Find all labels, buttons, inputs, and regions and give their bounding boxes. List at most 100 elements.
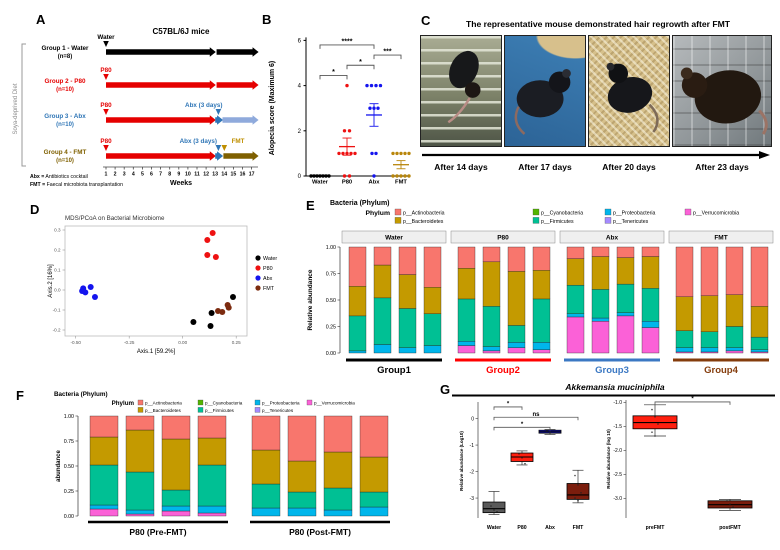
svg-text:Group1: Group1 bbox=[377, 365, 411, 376]
svg-text:FMT: FMT bbox=[232, 138, 245, 145]
svg-text:P80: P80 bbox=[100, 67, 112, 74]
svg-text:7: 7 bbox=[159, 172, 162, 178]
svg-text:Water: Water bbox=[312, 180, 329, 186]
alopecia-score-chart: 0 2 4 6 Alopecia score (Maximum 6) Water P80 Ab… bbox=[269, 37, 411, 186]
svg-text:1.00: 1.00 bbox=[326, 245, 336, 251]
svg-text:P80 (Post-FMT): P80 (Post-FMT) bbox=[289, 527, 351, 537]
svg-text:***: *** bbox=[383, 49, 391, 56]
svg-text:p__Verrucomicrobia: p__Verrucomicrobia bbox=[314, 400, 355, 405]
svg-text:1: 1 bbox=[105, 172, 108, 178]
svg-text:FMT: FMT bbox=[395, 180, 407, 186]
svg-text:MDS/PCoA on Bacterial Microbio: MDS/PCoA on Bacterial Microbiome bbox=[65, 215, 165, 222]
svg-text:8: 8 bbox=[168, 172, 171, 178]
svg-text:*: * bbox=[521, 422, 524, 428]
svg-text:(n=10): (n=10) bbox=[56, 122, 74, 128]
svg-text:ns: ns bbox=[532, 412, 540, 418]
svg-text:-0.50: -0.50 bbox=[70, 340, 81, 345]
photo-caption-4: After 23 days bbox=[695, 162, 749, 172]
svg-text:3: 3 bbox=[123, 172, 126, 178]
svg-text:FMT = Faecal microbiota transp: FMT = Faecal microbiota transplantation bbox=[30, 182, 123, 188]
svg-text:p__Actinobacteria: p__Actinobacteria bbox=[145, 400, 182, 405]
svg-text:Group3: Group3 bbox=[595, 365, 629, 376]
svg-text:2: 2 bbox=[114, 172, 117, 178]
panel-c-photos: The representative mouse demonstrated ha… bbox=[420, 10, 776, 172]
svg-text:Water: Water bbox=[263, 256, 277, 262]
svg-text:0.1: 0.1 bbox=[54, 268, 61, 273]
svg-text:Alopecia score (Maximum 6): Alopecia score (Maximum 6) bbox=[269, 61, 276, 156]
svg-text:Axis.2 [16%]: Axis.2 [16%] bbox=[48, 264, 54, 298]
svg-text:-0.25: -0.25 bbox=[124, 340, 135, 345]
svg-text:P80: P80 bbox=[263, 266, 273, 272]
svg-text:P80: P80 bbox=[342, 180, 352, 186]
svg-text:Abx (3 days): Abx (3 days) bbox=[185, 102, 222, 109]
svg-text:p__Firmicutes: p__Firmicutes bbox=[205, 408, 235, 413]
svg-text:Group4: Group4 bbox=[704, 365, 738, 376]
svg-text:P80 (Pre-FMT): P80 (Pre-FMT) bbox=[129, 527, 186, 537]
photo-caption-2: After 17 days bbox=[518, 162, 572, 172]
photo-captions: After 14 days After 17 days After 20 day… bbox=[420, 162, 776, 172]
svg-text:(n=8): (n=8) bbox=[58, 54, 73, 60]
panel-c-label: C bbox=[421, 13, 431, 28]
svg-text:Group 1 - Water: Group 1 - Water bbox=[42, 45, 90, 52]
svg-text:15: 15 bbox=[231, 172, 237, 178]
mouse-photo-2 bbox=[514, 69, 571, 135]
svg-text:Water: Water bbox=[385, 235, 403, 242]
svg-text:Abx: Abx bbox=[606, 235, 619, 242]
svg-text:FMT: FMT bbox=[714, 235, 727, 242]
svg-text:p__Proteobacteria: p__Proteobacteria bbox=[613, 210, 656, 216]
svg-text:0.00: 0.00 bbox=[64, 514, 74, 520]
svg-text:Phylum: Phylum bbox=[112, 400, 135, 407]
svg-text:P80: P80 bbox=[100, 102, 112, 109]
svg-text:p__Firmicutes: p__Firmicutes bbox=[541, 219, 574, 225]
photo-after-17-days bbox=[504, 35, 586, 147]
svg-text:0.2: 0.2 bbox=[54, 248, 61, 253]
svg-text:2: 2 bbox=[298, 129, 302, 135]
panel-c-title: The representative mouse demonstrated ha… bbox=[465, 19, 731, 29]
svg-text:0.50: 0.50 bbox=[326, 298, 336, 304]
svg-text:-3: -3 bbox=[470, 496, 475, 502]
photo-strip bbox=[420, 35, 776, 147]
mouse-photo-3 bbox=[606, 62, 659, 133]
svg-text:postFMT: postFMT bbox=[719, 525, 741, 531]
svg-text:preFMT: preFMT bbox=[646, 525, 666, 531]
svg-text:P80: P80 bbox=[517, 525, 526, 531]
svg-text:0.25: 0.25 bbox=[232, 340, 241, 345]
svg-text:P80: P80 bbox=[100, 138, 112, 145]
svg-text:Water: Water bbox=[97, 34, 115, 41]
svg-text:*: * bbox=[691, 396, 694, 402]
svg-text:****: **** bbox=[342, 38, 353, 45]
svg-text:(n=10): (n=10) bbox=[56, 87, 74, 93]
svg-text:(n=10): (n=10) bbox=[56, 158, 74, 164]
photo-after-20-days bbox=[588, 35, 670, 147]
svg-text:12: 12 bbox=[203, 172, 209, 178]
svg-text:Abx: Abx bbox=[263, 276, 273, 282]
svg-text:Relative abundance: Relative abundance bbox=[307, 269, 314, 330]
photo-caption-1: After 14 days bbox=[434, 162, 488, 172]
svg-text:Water: Water bbox=[487, 525, 501, 531]
akkermansia-boxplots: Akkemansia muciniphila 0 -1 -2 -3 Relative ab… bbox=[452, 382, 775, 531]
svg-text:-1: -1 bbox=[470, 443, 475, 449]
svg-text:*: * bbox=[332, 69, 335, 76]
svg-text:p__Proteobacteria: p__Proteobacteria bbox=[262, 400, 300, 405]
svg-text:0.25: 0.25 bbox=[64, 489, 74, 495]
svg-text:-0.2: -0.2 bbox=[53, 328, 61, 333]
photo-caption-3: After 20 days bbox=[602, 162, 656, 172]
svg-text:*: * bbox=[507, 401, 510, 407]
svg-text:1.00: 1.00 bbox=[64, 414, 74, 420]
svg-text:17: 17 bbox=[249, 172, 255, 178]
svg-text:Group 2 - P80: Group 2 - P80 bbox=[45, 78, 86, 85]
svg-text:p__Tenericutes: p__Tenericutes bbox=[262, 408, 294, 413]
svg-text:4: 4 bbox=[132, 172, 135, 178]
svg-text:Relative abundance (Log10): Relative abundance (Log10) bbox=[459, 431, 464, 491]
svg-text:0.00: 0.00 bbox=[178, 340, 187, 345]
photo-after-23-days bbox=[672, 35, 772, 147]
time-arrow bbox=[422, 151, 770, 159]
svg-text:p__Verrucomicrobia: p__Verrucomicrobia bbox=[693, 210, 739, 216]
svg-text:10: 10 bbox=[185, 172, 191, 178]
svg-text:Bacteria (Phylum): Bacteria (Phylum) bbox=[330, 200, 390, 207]
panel-d-label: D bbox=[30, 202, 40, 217]
svg-text:Phylum: Phylum bbox=[365, 210, 390, 217]
svg-text:Group 4 - FMT: Group 4 - FMT bbox=[44, 149, 87, 156]
svg-text:-0.1: -0.1 bbox=[53, 308, 61, 313]
